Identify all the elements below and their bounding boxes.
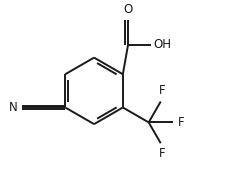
- Text: O: O: [123, 2, 133, 15]
- Text: OH: OH: [154, 38, 172, 51]
- Text: F: F: [159, 84, 165, 97]
- Text: F: F: [178, 116, 184, 129]
- Text: N: N: [9, 101, 18, 114]
- Text: F: F: [159, 147, 165, 160]
